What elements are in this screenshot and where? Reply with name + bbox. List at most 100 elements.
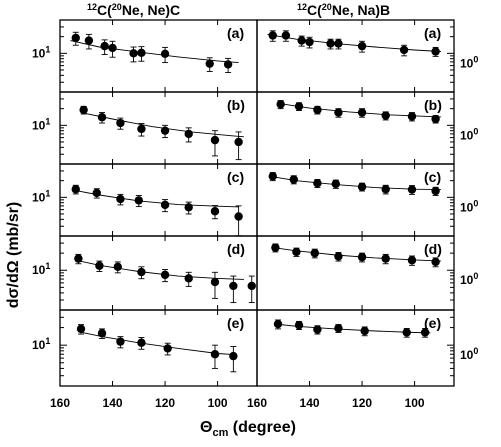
- y-tick-label: 101: [32, 116, 50, 132]
- x-tick-label: 100: [405, 396, 425, 410]
- data-point: [184, 274, 193, 283]
- x-axis-title-sub: cm: [212, 427, 228, 439]
- data-point: [184, 129, 193, 139]
- y-tick-base: 10: [460, 128, 474, 142]
- data-point: [137, 338, 146, 347]
- y-tick-label: 100: [460, 126, 478, 142]
- data-point: [407, 185, 417, 194]
- panel-label: (a): [424, 25, 441, 41]
- y-tick-exp: 0: [473, 271, 478, 281]
- data-point: [407, 112, 417, 121]
- data-point: [210, 277, 220, 287]
- fit-curve: [267, 33, 441, 52]
- y-tick-label: 101: [32, 261, 50, 277]
- panel-ne-e: 101 (e): [32, 309, 258, 387]
- data-point: [381, 185, 390, 194]
- panel-label: (c): [227, 169, 244, 185]
- column-title-na-post: Ne, Na)B: [332, 2, 390, 18]
- data-point: [92, 188, 101, 198]
- data-point: [292, 247, 301, 257]
- data-point: [205, 59, 214, 68]
- panel-ne-a: 101 (a): [32, 19, 258, 93]
- column-title-ne-super2: 20: [112, 2, 122, 12]
- x-axis-title-unit: (degree): [228, 419, 296, 436]
- x-tick-label: 120: [155, 396, 175, 410]
- data-point: [294, 320, 304, 330]
- fit-curve: [70, 40, 239, 64]
- y-axis-title: dσ/dΩ (mb/sr): [5, 202, 22, 308]
- y-tick-base: 10: [32, 46, 46, 60]
- y-tick-base: 10: [460, 200, 474, 214]
- data-point: [129, 49, 138, 58]
- y-tick-label: 101: [32, 188, 50, 204]
- data-point: [357, 252, 367, 262]
- data-point: [160, 200, 170, 210]
- data-point: [113, 262, 122, 271]
- fit-curve: [80, 112, 244, 138]
- y-tick-base: 10: [32, 263, 46, 277]
- panel-na-a: 100 (a): [256, 19, 478, 93]
- data-point: [74, 254, 83, 263]
- column-title-ne: 12C(20Ne, Ne)C: [87, 2, 180, 18]
- data-point: [297, 36, 306, 45]
- data-point: [294, 102, 304, 111]
- y-tick-exp: 0: [473, 126, 478, 136]
- column-title-ne-post: Ne, Ne)C: [122, 2, 180, 18]
- data-point: [210, 350, 220, 359]
- data-point: [116, 337, 125, 346]
- x-tick-label: 160: [247, 396, 267, 410]
- data-point: [334, 324, 343, 333]
- y-tick-exp: 1: [45, 44, 50, 54]
- data-point: [431, 47, 440, 56]
- data-point: [273, 319, 283, 329]
- y-tick-exp: 1: [45, 188, 50, 198]
- data-point: [160, 126, 170, 135]
- panel-label: (b): [424, 97, 442, 113]
- panel-ne-d: 101 (d): [32, 235, 258, 311]
- data-point: [313, 325, 322, 334]
- data-point: [420, 328, 430, 337]
- x-axis-title-theta: Θ: [200, 419, 212, 436]
- data-point: [313, 178, 322, 188]
- column-title-ne-pre: C(: [97, 2, 112, 18]
- data-point: [334, 252, 343, 261]
- data-point: [431, 186, 440, 196]
- panels-layer: 101(a)101(b)101(c)101(d)101(e)100(a)100(…: [32, 19, 478, 410]
- data-point: [305, 37, 314, 47]
- y-tick-label: 101: [32, 44, 50, 60]
- data-point: [76, 324, 86, 334]
- fit-curve: [275, 323, 431, 334]
- column-title-na: 12C(20Ne, Na)B: [297, 2, 390, 18]
- data-point: [357, 108, 367, 117]
- data-point: [276, 100, 285, 109]
- column-title-na-pre: C(: [307, 2, 322, 18]
- column-title-na-super: 12: [297, 2, 307, 12]
- data-point: [116, 118, 125, 128]
- data-point: [210, 135, 220, 145]
- data-point: [210, 207, 220, 216]
- data-point: [79, 105, 88, 115]
- x-tick-label: 140: [300, 396, 320, 410]
- data-point: [71, 33, 80, 43]
- data-point: [431, 257, 440, 267]
- x-tick-label: 120: [352, 396, 372, 410]
- panel-na-b: 100 (b): [256, 91, 478, 165]
- data-point: [326, 39, 335, 48]
- x-axis-title: Θcm (degree): [200, 419, 296, 439]
- data-point: [268, 172, 277, 181]
- y-tick-label: 100: [460, 54, 478, 70]
- data-point: [281, 31, 291, 40]
- panel-ne-c: 101 (c): [32, 163, 258, 237]
- y-tick-base: 10: [32, 338, 46, 352]
- y-tick-base: 10: [460, 348, 474, 362]
- data-point: [313, 105, 322, 115]
- y-tick-label: 100: [460, 346, 478, 362]
- data-point: [268, 31, 277, 40]
- panel-na-d: 100 (d): [256, 235, 478, 311]
- data-point: [100, 41, 109, 51]
- data-point: [310, 248, 319, 258]
- data-point: [223, 60, 233, 69]
- data-point: [95, 261, 104, 270]
- x-tick-label: 160: [50, 396, 70, 410]
- data-point: [334, 39, 343, 48]
